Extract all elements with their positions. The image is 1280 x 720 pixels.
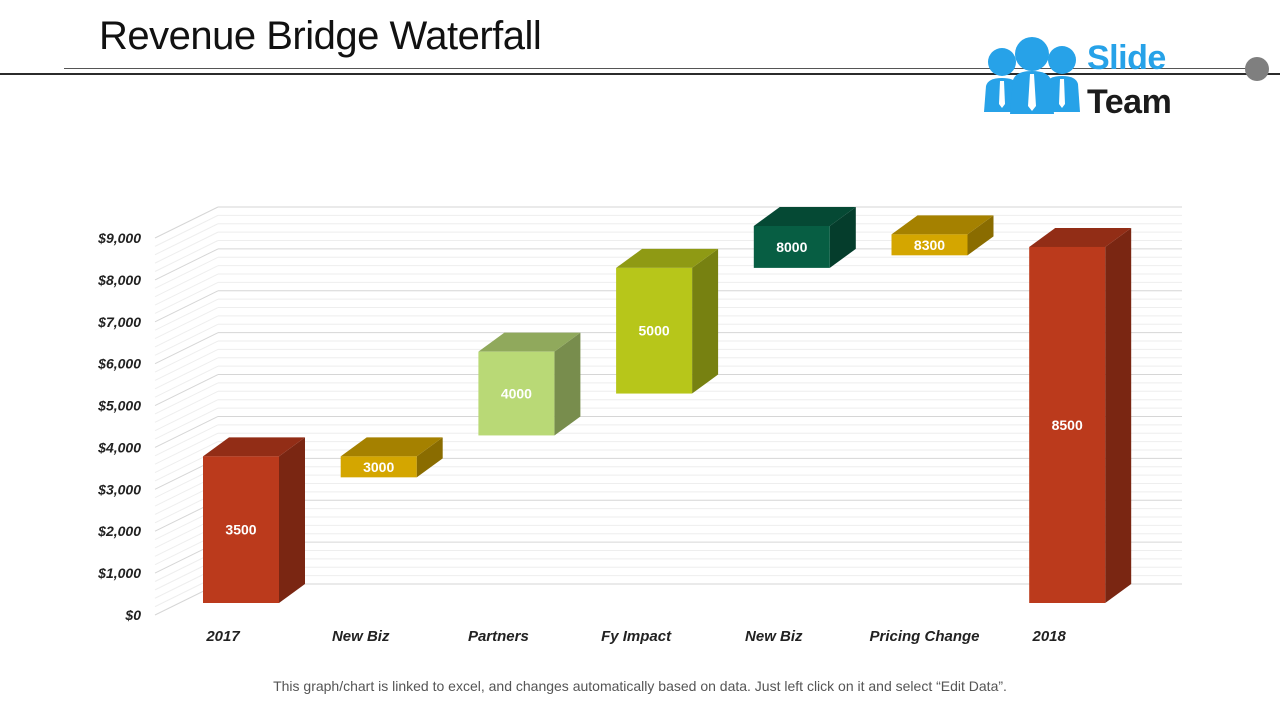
gridline-side bbox=[154, 315, 219, 348]
gridline-side bbox=[154, 281, 219, 314]
bar-top-face bbox=[478, 332, 581, 352]
page-title: Revenue Bridge Waterfall bbox=[99, 14, 542, 58]
bar-value-label: 8300 bbox=[914, 237, 945, 253]
gridline-side bbox=[154, 307, 219, 339]
gridline-side bbox=[154, 357, 219, 390]
x-axis-ticks: 2017 New Biz Partners Fy Impact New Biz Prici… bbox=[205, 628, 1066, 645]
gridline-side bbox=[154, 415, 219, 448]
x-tick-label: Pricing Change bbox=[869, 628, 979, 645]
bar-value-label: 3000 bbox=[363, 459, 394, 475]
gridline-side bbox=[154, 407, 219, 440]
bar-side-face bbox=[967, 215, 994, 256]
x-tick-label: New Biz bbox=[745, 628, 803, 645]
bar-top-face bbox=[616, 248, 719, 268]
bar-top-face bbox=[340, 437, 443, 457]
header-divider bbox=[0, 73, 1280, 75]
bar-top-face bbox=[203, 437, 305, 457]
gridline-side bbox=[154, 273, 219, 306]
gridline-side bbox=[154, 248, 219, 281]
bar-side-face bbox=[1105, 227, 1132, 603]
waterfall-chart: $0 $1,000 $2,000 $3,000 $4,000 $5,000 $6,000 $7… bbox=[97, 206, 1182, 645]
bar-value-label: 8000 bbox=[776, 239, 807, 255]
gridline-side bbox=[154, 374, 219, 407]
x-tick-label: Partners bbox=[468, 628, 529, 645]
gridline-side bbox=[154, 348, 219, 381]
people-icon bbox=[984, 37, 1080, 114]
bar-front-face bbox=[891, 234, 968, 256]
gridline-side bbox=[154, 399, 219, 432]
gridline-side bbox=[154, 323, 219, 356]
footer-note: This graph/chart is linked to excel, and… bbox=[273, 678, 1007, 694]
y-tick-label: $0 bbox=[124, 607, 141, 623]
waterfall-bar: 5000 bbox=[616, 248, 719, 394]
bar-value-label: 8500 bbox=[1052, 417, 1083, 433]
y-tick-label: $1,000 bbox=[97, 565, 141, 581]
bar-top-face bbox=[753, 207, 856, 226]
gridline-side bbox=[154, 298, 219, 331]
gridline-side bbox=[154, 340, 219, 373]
x-tick-label: 2017 bbox=[205, 628, 240, 645]
y-tick-label: $2,000 bbox=[97, 523, 141, 539]
y-axis-ticks: $0 $1,000 $2,000 $3,000 $4,000 $5,000 $6,000 $7… bbox=[97, 230, 141, 623]
waterfall-bar: 8300 bbox=[891, 215, 994, 256]
bar-top-face bbox=[1029, 227, 1132, 247]
gridline-side bbox=[154, 365, 219, 398]
bar-side-face bbox=[692, 248, 719, 394]
waterfall-bar: 4000 bbox=[478, 332, 581, 436]
gridline-side bbox=[154, 206, 219, 239]
bar-value-label: 3500 bbox=[225, 522, 256, 538]
logo-word-team: Team bbox=[1087, 83, 1172, 121]
x-tick-label: 2018 bbox=[1032, 628, 1067, 645]
bar-front-face bbox=[753, 226, 830, 268]
bar-value-label: 4000 bbox=[501, 386, 532, 402]
bar-top-face bbox=[891, 215, 994, 235]
corner-dot bbox=[1245, 57, 1269, 81]
x-tick-label: New Biz bbox=[332, 628, 390, 645]
bar-front-face bbox=[203, 456, 279, 603]
y-tick-label: $8,000 bbox=[97, 272, 141, 288]
gridline-side bbox=[154, 231, 219, 264]
chart-bars: 3500 3000 4000 5000 8000 8300 8500 bbox=[203, 207, 1132, 603]
bar-side-face bbox=[554, 332, 581, 436]
x-tick-label: Fy Impact bbox=[601, 628, 672, 645]
bar-front-face bbox=[340, 456, 417, 478]
waterfall-bar: 8000 bbox=[753, 207, 856, 268]
gridline-side bbox=[154, 290, 219, 323]
gridline-side bbox=[154, 256, 219, 289]
gridline-side bbox=[154, 332, 219, 365]
y-tick-label: $3,000 bbox=[97, 481, 141, 497]
gridline-side bbox=[154, 441, 219, 474]
waterfall-bar: 3500 bbox=[203, 437, 305, 603]
y-tick-label: $4,000 bbox=[97, 439, 141, 455]
gridline-side bbox=[154, 240, 219, 272]
y-tick-label: $9,000 bbox=[97, 230, 141, 246]
gridline-side bbox=[154, 214, 219, 247]
gridline-side bbox=[154, 382, 219, 415]
y-tick-label: $5,000 bbox=[97, 398, 141, 414]
gridline-side bbox=[154, 265, 219, 298]
waterfall-bar: 3000 bbox=[340, 437, 443, 478]
logo-word-slide: Slide bbox=[1087, 39, 1166, 77]
gridline-side bbox=[154, 223, 219, 256]
bar-value-label: 5000 bbox=[639, 323, 670, 339]
y-tick-label: $6,000 bbox=[97, 356, 141, 372]
bar-side-face bbox=[279, 437, 305, 603]
gridline-side bbox=[154, 424, 219, 457]
y-tick-label: $7,000 bbox=[97, 314, 141, 330]
header-divider-thin bbox=[64, 68, 1250, 69]
bar-side-face bbox=[829, 207, 856, 268]
gridline-side bbox=[154, 432, 219, 465]
gridline-side bbox=[154, 390, 219, 423]
bar-side-face bbox=[416, 437, 443, 478]
bar-front-face bbox=[1029, 246, 1106, 603]
bar-front-face bbox=[616, 267, 693, 394]
bar-front-face bbox=[478, 351, 555, 436]
waterfall-bar: 8500 bbox=[1029, 227, 1132, 603]
